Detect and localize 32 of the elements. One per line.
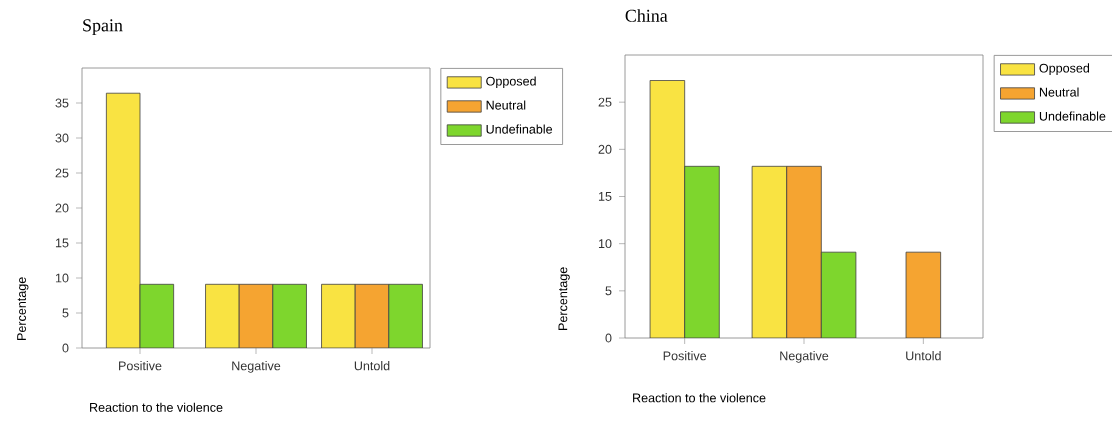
y-tick-label: 10	[55, 273, 69, 283]
x-tick-label: Positive	[119, 361, 162, 371]
x-axis-title: Reaction to the violence	[90, 402, 223, 412]
y-tick-label: 30	[55, 133, 69, 143]
y-tick-label: 25	[55, 168, 69, 178]
x-tick-label: Untold	[354, 361, 390, 371]
y-tick-label: 35	[55, 98, 69, 108]
y-tick-label: 15	[55, 238, 69, 248]
y-tick-label: 15	[598, 192, 612, 201]
x-tick-label: Positive	[663, 351, 707, 361]
y-axis-title: Percentage	[17, 277, 29, 340]
y-axis-title: Percentage	[558, 267, 570, 330]
legend-label: Neutral	[1039, 87, 1079, 97]
y-tick-label: 20	[598, 144, 612, 154]
x-tick-label: Negative	[780, 351, 829, 363]
legend-label: Neutral	[486, 100, 526, 110]
y-tick-label: 5	[62, 308, 69, 318]
legend-label: Opposed	[1039, 63, 1090, 76]
y-tick-label: 0	[62, 343, 69, 353]
y-tick-label: 0	[605, 333, 612, 343]
y-tick-label: 10	[598, 239, 612, 249]
legend-label: Opposed	[486, 76, 536, 89]
chart-title: Spain	[83, 19, 123, 35]
x-tick-label: Negative	[232, 361, 281, 373]
chart-title: China	[625, 9, 668, 22]
x-axis-title: Reaction to the violence	[633, 393, 766, 403]
y-tick-label: 5	[605, 286, 612, 296]
legend-label: Undefinable	[486, 124, 553, 134]
x-tick-label: Untold	[906, 351, 941, 361]
y-tick-label: 20	[55, 203, 69, 213]
y-tick-label: 25	[598, 97, 612, 107]
legend-label: Undefinable	[1039, 111, 1106, 121]
